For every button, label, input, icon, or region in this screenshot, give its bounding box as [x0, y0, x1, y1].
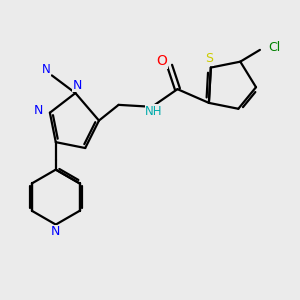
Text: Cl: Cl	[268, 41, 281, 54]
Text: N: N	[34, 104, 44, 117]
Text: S: S	[205, 52, 213, 65]
Text: O: O	[156, 54, 167, 68]
Text: NH: NH	[145, 105, 163, 118]
Text: N: N	[51, 225, 61, 238]
Text: N: N	[42, 63, 50, 76]
Text: N: N	[73, 79, 82, 92]
